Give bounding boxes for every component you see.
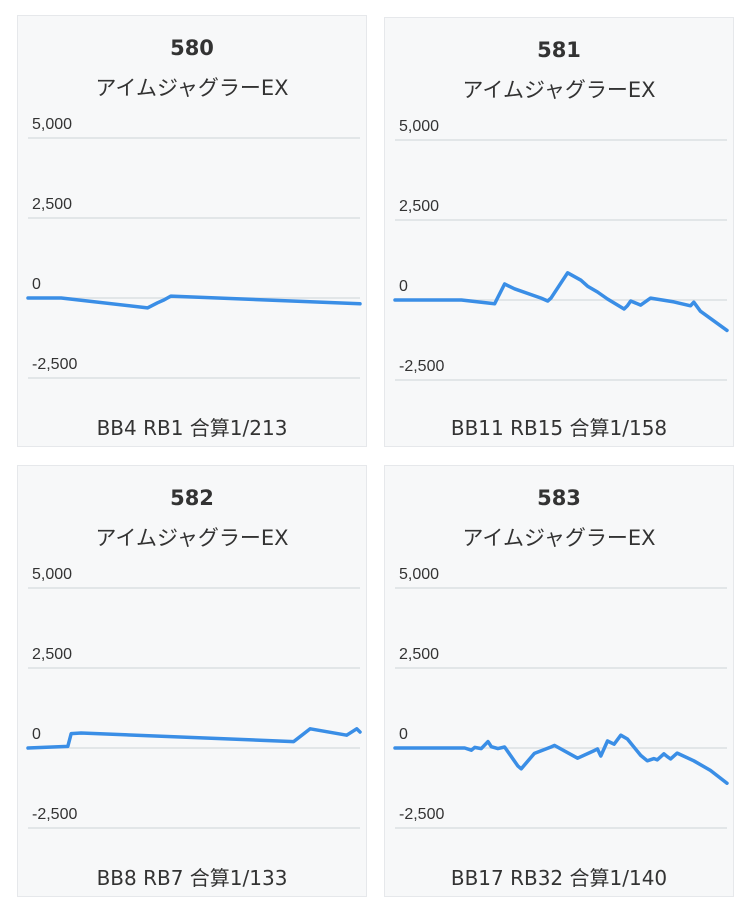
y-tick-label: -2,500 [399, 806, 444, 823]
model-name: アイムジャグラーEX [95, 526, 289, 550]
y-tick-label: -2,500 [32, 806, 77, 823]
series-line [393, 733, 729, 785]
bonus-stats: BB17 RB32 合算1/140 [450, 866, 668, 890]
y-tick-label: 0 [32, 276, 41, 293]
line-chart: 5,000 2,500 0 -2,500 [26, 116, 362, 379]
chart-panel-580: 580 アイムジャグラーEX 5,000 2,500 0 -2,500 BB4 RB1… [17, 15, 367, 447]
y-tick-label: 2,500 [32, 646, 72, 663]
model-name: アイムジャグラーEX [462, 526, 656, 550]
y-tick-label: -2,500 [32, 356, 77, 373]
y-tick-label: 5,000 [399, 118, 439, 135]
series-line [393, 271, 729, 333]
series-line [26, 294, 362, 310]
model-name: アイムジャグラーEX [462, 78, 656, 102]
bonus-stats: BB11 RB15 合算1/158 [450, 416, 668, 440]
machine-number: 583 [537, 486, 581, 510]
y-tick-label: 0 [399, 726, 408, 743]
bonus-stats: BB8 RB7 合算1/133 [96, 866, 288, 890]
machine-number: 580 [170, 36, 214, 60]
bonus-stats: BB4 RB1 合算1/213 [96, 416, 288, 440]
y-tick-label: -2,500 [399, 358, 444, 375]
model-name: アイムジャグラーEX [95, 76, 289, 100]
machine-number: 581 [537, 38, 581, 62]
line-chart: 5,000 2,500 0 -2,500 [26, 566, 362, 829]
y-tick-label: 0 [32, 726, 41, 743]
series-line [26, 727, 362, 750]
y-tick-label: 2,500 [399, 646, 439, 663]
chart-panel-581: 581 アイムジャグラーEX 5,000 2,500 0 -2,500 BB11 RB… [384, 17, 734, 447]
y-tick-label: 5,000 [399, 566, 439, 583]
y-tick-label: 2,500 [32, 196, 72, 213]
chart-panel-583: 583 アイムジャグラーEX 5,000 2,500 0 -2,500 BB17 RB… [384, 465, 734, 897]
y-tick-label: 0 [399, 278, 408, 295]
y-tick-label: 5,000 [32, 116, 72, 133]
chart-panel-582: 582 アイムジャグラーEX 5,000 2,500 0 -2,500 BB8 RB7… [17, 465, 367, 897]
y-tick-label: 5,000 [32, 566, 72, 583]
line-chart: 5,000 2,500 0 -2,500 [393, 566, 729, 829]
y-tick-label: 2,500 [399, 198, 439, 215]
line-chart: 5,000 2,500 0 -2,500 [393, 118, 729, 381]
machine-number: 582 [170, 486, 214, 510]
